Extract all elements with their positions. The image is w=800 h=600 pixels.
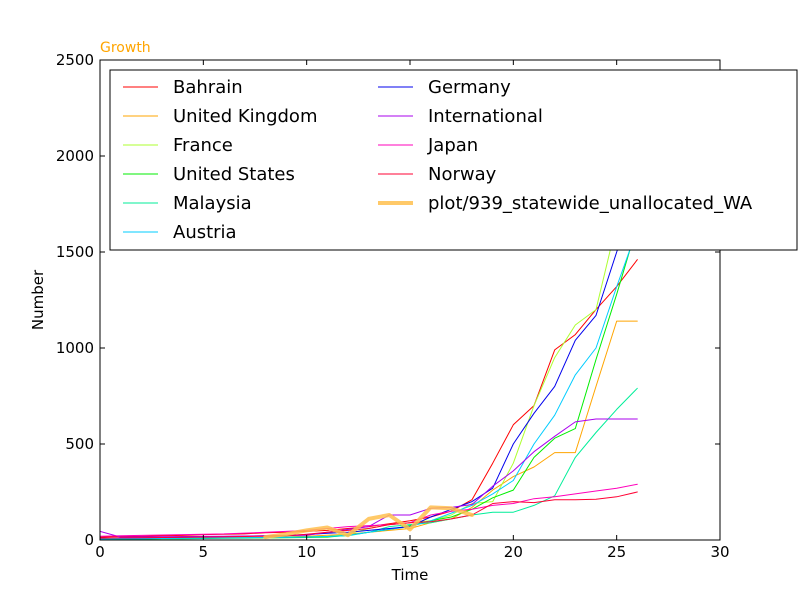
y-axis-label: Number (29, 269, 47, 330)
x-tick-label-4: 20 (504, 543, 523, 561)
y-tick-label-0: 0 (84, 531, 94, 549)
y-tick-label-1: 500 (65, 435, 94, 453)
series-line-5 (100, 228, 638, 540)
x-tick-label-6: 30 (710, 543, 729, 561)
x-tick-label-0: 0 (95, 543, 105, 561)
legend-label-5: Austria (173, 222, 237, 243)
series-line-10 (263, 505, 474, 540)
ticks-layer: 0 5 10 15 20 25 30 0 500 1000 1500 2000 2500 (56, 51, 730, 561)
legend-label-9: Norway (428, 164, 497, 185)
series-line-7 (100, 418, 638, 538)
y-tick-label-2: 1000 (56, 339, 94, 357)
legend-label-0: Bahrain (173, 77, 243, 98)
legend-label-4: Malaysia (173, 193, 252, 214)
legend-label-2: France (173, 135, 233, 156)
x-tick-label-3: 15 (400, 543, 419, 561)
x-tick-label-5: 25 (607, 543, 626, 561)
chart-title: Growth (100, 40, 151, 56)
legend-label-10: plot/939_statewide_unallocated_WA (428, 193, 753, 214)
legend-label-7: International (428, 106, 543, 127)
legend-label-6: Germany (428, 77, 511, 98)
y-tick-label-4: 2000 (56, 147, 94, 165)
series-layer (100, 193, 638, 540)
y-tick-label-5: 2500 (56, 51, 94, 69)
x-tick-label-1: 5 (199, 543, 209, 561)
y-tick-label-3: 1500 (56, 243, 94, 261)
x-axis-label: Time (391, 566, 429, 584)
series-line-8 (100, 483, 638, 537)
legend-label-3: United States (173, 164, 295, 185)
legend-box (109, 69, 798, 251)
legend-label-1: United Kingdom (173, 106, 317, 127)
x-tick-label-2: 10 (297, 543, 316, 561)
legend: Bahrain United Kingdom France United States… (109, 69, 798, 251)
legend-label-8: Japan (427, 135, 478, 156)
series-line-9 (100, 491, 638, 539)
